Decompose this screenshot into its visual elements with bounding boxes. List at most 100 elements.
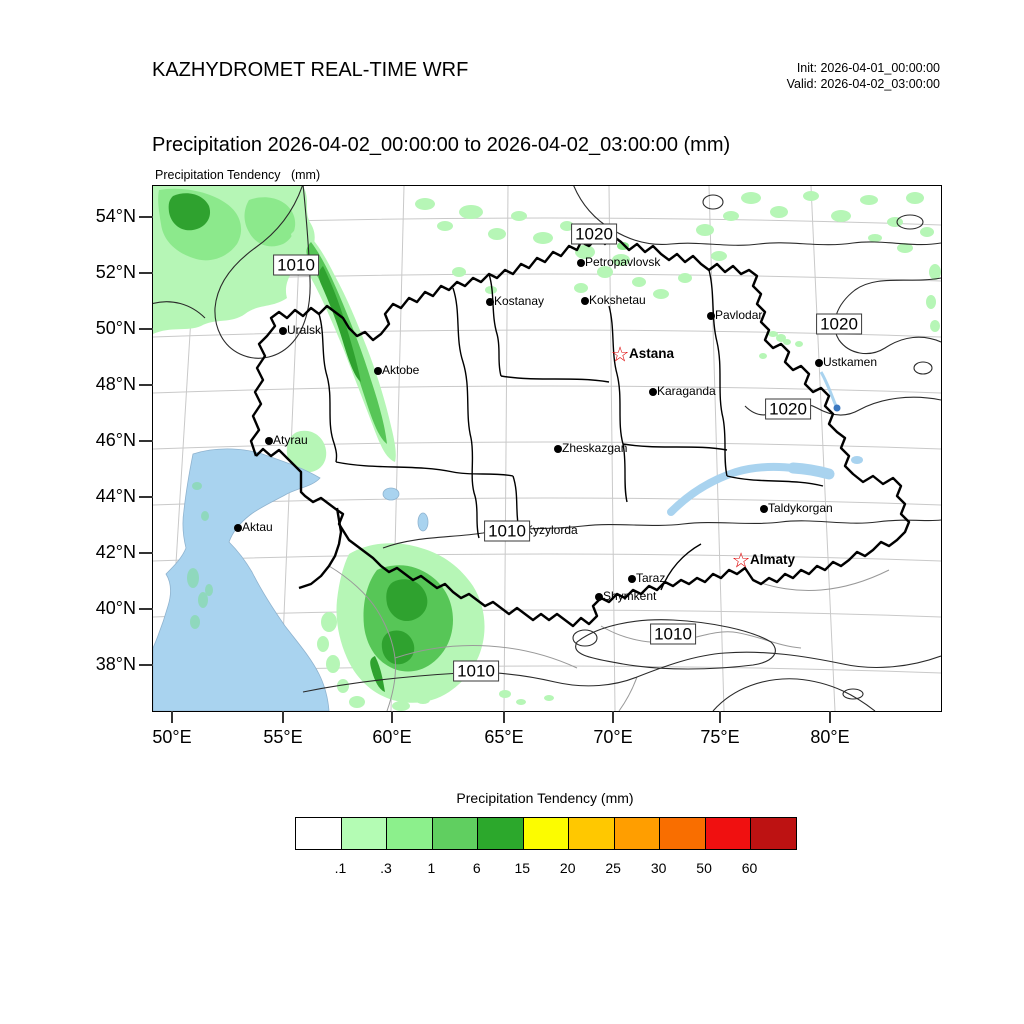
city-marker xyxy=(577,259,585,267)
init-time: Init: 2026-04-01_00:00:00 xyxy=(796,61,940,75)
colorbar-tick: 30 xyxy=(650,860,667,876)
lat-tick-mark xyxy=(139,272,153,274)
city-marker xyxy=(279,327,287,335)
lat-tick-label: 38°N xyxy=(95,654,136,674)
colorbar xyxy=(295,817,797,850)
city-marker xyxy=(760,505,768,513)
run-times: Init: 2026-04-01_00:00:00 Valid: 2026-04… xyxy=(152,60,940,92)
lon-tick-mark xyxy=(719,711,721,723)
capital-star-icon: ☆ xyxy=(731,549,751,573)
colorbar-cell xyxy=(750,818,797,849)
city-label: Petropavlovsk xyxy=(585,255,661,269)
lon-tick-label: 75°E xyxy=(700,727,740,747)
colorbar-cell xyxy=(431,818,478,849)
water-bodies xyxy=(153,371,863,711)
city-marker xyxy=(595,593,603,601)
colorbar-cell xyxy=(522,818,569,849)
lon-tick-mark xyxy=(171,711,173,723)
city-label: Kostanay xyxy=(494,294,545,308)
lon-tick-mark xyxy=(391,711,393,723)
capital-star-icon: ☆ xyxy=(610,343,630,367)
lat-tick-label: 50°N xyxy=(95,318,136,338)
city-label: Kyzylorda xyxy=(525,523,578,537)
lon-tick-label: 60°E xyxy=(372,727,412,747)
colorbar-tick: 20 xyxy=(559,860,576,876)
city-marker xyxy=(649,388,657,396)
map-canvas: 1010 1020 1020 1020 1010 1010 1010 Petropavlovs… xyxy=(152,185,942,712)
city-label: Aktobe xyxy=(382,363,420,377)
irtysh-river xyxy=(819,371,838,407)
city-marker xyxy=(707,312,715,320)
colorbar-tick: 50 xyxy=(696,860,712,876)
region-borders xyxy=(318,269,824,591)
pressure-label: 1020 xyxy=(816,313,862,335)
lat-tick-label: 48°N xyxy=(95,374,136,394)
pressure-label: 1020 xyxy=(765,398,811,420)
city-label: Taraz xyxy=(636,571,666,585)
city-label: Shymkent xyxy=(603,589,657,603)
colorbar-cell xyxy=(340,818,387,849)
map-artwork xyxy=(153,186,941,711)
lat-tick-mark xyxy=(139,552,153,554)
city-label: Pavlodar xyxy=(715,308,763,322)
neighbor-borders xyxy=(328,565,890,711)
lat-tick-label: 42°N xyxy=(95,542,136,562)
city-marker xyxy=(628,575,636,583)
lon-tick-mark xyxy=(503,711,505,723)
lon-tick-mark xyxy=(282,711,284,723)
precipitation-overlay xyxy=(153,186,941,711)
lat-tick-mark xyxy=(139,664,153,666)
lat-tick-mark xyxy=(139,496,153,498)
city-label: Taldykorgan xyxy=(768,501,833,515)
lake-balkhash-east xyxy=(787,462,835,480)
page-title: KAZHYDROMET REAL-TIME WRF xyxy=(152,59,469,81)
lat-tick-mark xyxy=(139,384,153,386)
colorbar-tick-labels: .1 .3 1 6 15 20 25 30 50 60 xyxy=(295,860,795,880)
pressure-label: 1010 xyxy=(484,520,530,542)
pressure-label: 1010 xyxy=(453,660,499,682)
pressure-label: 1020 xyxy=(571,223,617,245)
city-label: Kokshetau xyxy=(589,293,646,307)
city-label: Aktau xyxy=(242,520,273,534)
lat-tick-mark xyxy=(139,216,153,218)
city-marker xyxy=(554,445,562,453)
lat-tick-label: 44°N xyxy=(95,486,136,506)
lon-tick-label: 65°E xyxy=(484,727,524,747)
colorbar-tick: 1 xyxy=(427,860,436,876)
city-marker xyxy=(374,367,382,375)
bukhtarma-reservoir xyxy=(833,404,841,412)
aral-sea-remnant xyxy=(382,487,400,501)
city-label: Karaganda xyxy=(657,384,716,398)
lat-tick-mark xyxy=(139,608,153,610)
colorbar-cell xyxy=(704,818,751,849)
aral-sea-remnant-2 xyxy=(417,512,429,532)
caspian-sea xyxy=(153,448,330,711)
lon-tick-label: 80°E xyxy=(810,727,850,747)
colorbar-tick: 6 xyxy=(472,860,481,876)
colorbar-tick: .1 xyxy=(334,860,347,876)
precipitation-subtitle: Precipitation 2026-04-02_00:00:00 to 202… xyxy=(152,134,731,156)
pressure-label: 1010 xyxy=(273,254,319,276)
city-marker xyxy=(265,437,273,445)
lat-tick-label: 46°N xyxy=(95,430,136,450)
city-label: Zheskazgan xyxy=(562,441,628,455)
city-label: Uralsk xyxy=(287,323,322,337)
lon-tick-label: 70°E xyxy=(593,727,633,747)
lake-alakol xyxy=(851,456,863,464)
caspian-shallow-patches xyxy=(187,482,213,629)
colorbar-cell xyxy=(568,818,614,849)
colorbar-title: Precipitation Tendency (mm) xyxy=(456,790,634,806)
lat-tick-label: 54°N xyxy=(95,206,136,226)
colorbar-cell xyxy=(659,818,705,849)
city-marker xyxy=(815,359,823,367)
city-label: Ustkamen xyxy=(823,355,878,369)
city-label: Almaty xyxy=(750,552,796,567)
city-marker xyxy=(581,297,589,305)
country-border xyxy=(249,234,911,628)
colorbar-cell xyxy=(613,818,660,849)
colorbar-cell xyxy=(477,818,523,849)
city-marker xyxy=(486,298,494,306)
lon-tick-mark xyxy=(612,711,614,723)
lat-tick-mark xyxy=(139,328,153,330)
